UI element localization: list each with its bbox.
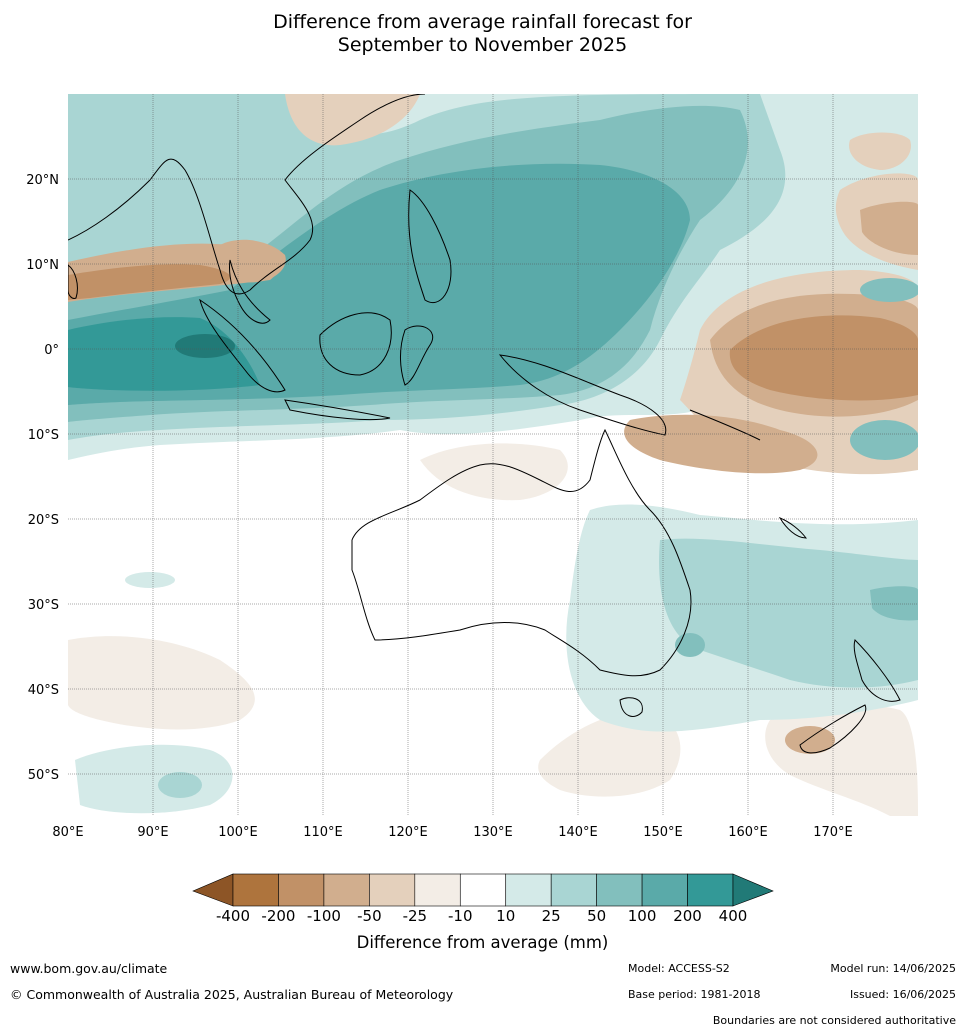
lon-label: 80°E bbox=[52, 825, 83, 840]
colorbar-extend-low bbox=[192, 873, 234, 907]
dry-region-coral-sea bbox=[624, 414, 818, 474]
sulawesi-outline bbox=[400, 325, 433, 386]
colorbar-cell bbox=[323, 873, 370, 907]
wet-region-east-pacific-spot bbox=[860, 278, 918, 302]
tasmania-outline bbox=[619, 697, 643, 717]
map-plot-area bbox=[68, 94, 918, 816]
colorbar-cell bbox=[459, 873, 507, 907]
lon-label: 150°E bbox=[643, 825, 683, 840]
model-name: Model: ACCESS-S2 bbox=[628, 962, 730, 975]
asia-mainland-outline bbox=[68, 94, 426, 295]
website-link[interactable]: www.bom.gov.au/climate bbox=[10, 961, 168, 976]
colorbar-cell bbox=[232, 873, 279, 907]
colorbar-cell bbox=[641, 873, 688, 907]
longitude-labels: 80°E 90°E 100°E 110°E 120°E 130°E 140°E … bbox=[52, 825, 852, 840]
wet-region-southern-ocean-west bbox=[75, 744, 233, 814]
colorbar-tick-label: -25 bbox=[402, 907, 428, 925]
dry-region-southern-ocean-west bbox=[68, 636, 255, 730]
lat-label: 20°S bbox=[28, 513, 59, 528]
lat-label: 50°S bbox=[28, 768, 59, 783]
lat-label: 10°N bbox=[26, 258, 59, 273]
sri-lanka-outline bbox=[68, 264, 78, 299]
dry-region-southern-ocean-mid bbox=[538, 710, 681, 797]
map-title-line1: Difference from average rainfall forecas… bbox=[273, 11, 692, 33]
colorbar-tick-label: 50 bbox=[587, 907, 607, 925]
lon-label: 140°E bbox=[558, 825, 598, 840]
colorbar-cells bbox=[232, 873, 734, 907]
lat-label: 10°S bbox=[28, 428, 59, 443]
base-period: Base period: 1981-2018 bbox=[628, 988, 761, 1001]
colorbar-cell bbox=[369, 873, 416, 907]
dry-region-northern-ocean-top bbox=[285, 94, 420, 146]
map-title-line2: September to November 2025 bbox=[337, 34, 628, 56]
colorbar bbox=[192, 873, 774, 907]
colorbar-cell bbox=[596, 873, 643, 907]
sumatra-outline bbox=[199, 298, 286, 393]
colorbar-tick-label: 400 bbox=[718, 907, 748, 925]
new-zealand-south-outline bbox=[799, 704, 867, 754]
philippines-outline bbox=[408, 189, 452, 303]
colorbar-tick-label: 10 bbox=[496, 907, 516, 925]
lon-label: 90°E bbox=[137, 825, 168, 840]
model-run-date: Model run: 14/06/2025 bbox=[830, 962, 956, 975]
colorbar-title: Difference from average (mm) bbox=[356, 933, 609, 952]
lon-label: 100°E bbox=[218, 825, 258, 840]
colorbar-cell bbox=[278, 873, 325, 907]
wet-region-east-pacific-south bbox=[850, 420, 918, 460]
colorbar-extend-high bbox=[732, 873, 774, 907]
lat-label: 0° bbox=[44, 343, 59, 358]
colorbar-tick-label: 100 bbox=[627, 907, 657, 925]
colorbar-cell bbox=[687, 873, 734, 907]
colorbar-cell bbox=[414, 873, 461, 907]
coastlines bbox=[68, 94, 901, 754]
lat-label: 40°S bbox=[28, 683, 59, 698]
latitude-labels: 20°N 10°N 0° 10°S 20°S 30°S 40°S 50°S bbox=[26, 173, 59, 783]
colorbar-tick-label: 25 bbox=[541, 907, 561, 925]
new-zealand-north-outline bbox=[853, 639, 901, 702]
dry-region-top-right bbox=[849, 132, 911, 170]
dry-region-east-pacific-north-core bbox=[860, 201, 918, 255]
boundaries-disclaimer: Boundaries are not considered authoritat… bbox=[712, 1014, 956, 1027]
lon-label: 160°E bbox=[728, 825, 768, 840]
java-outline bbox=[284, 399, 391, 421]
dry-region-north-indian-ocean-core bbox=[68, 264, 231, 300]
borneo-outline bbox=[319, 312, 392, 376]
lat-label: 30°S bbox=[28, 598, 59, 613]
lon-label: 130°E bbox=[473, 825, 513, 840]
colorbar-tick-label: -50 bbox=[357, 907, 382, 925]
colorbar-tick-label: -400 bbox=[215, 907, 251, 925]
australia-outline bbox=[351, 428, 692, 677]
colorbar-tick-label: 200 bbox=[673, 907, 702, 925]
wet-region-tasman-sea bbox=[659, 538, 918, 688]
wet-region-maxima bbox=[175, 334, 235, 358]
dry-region-northern-australia bbox=[420, 443, 568, 501]
dry-region-south-china-sea bbox=[218, 239, 286, 283]
colorbar-cell bbox=[505, 873, 552, 907]
colorbar-tick-label: -10 bbox=[448, 907, 473, 925]
wet-region-south-indian bbox=[125, 572, 175, 588]
lon-label: 170°E bbox=[813, 825, 853, 840]
lat-label: 20°N bbox=[26, 173, 59, 188]
copyright-text: © Commonwealth of Australia 2025, Austra… bbox=[10, 987, 454, 1002]
graticule bbox=[68, 94, 918, 816]
new-guinea-outline bbox=[498, 354, 667, 436]
solomon-islands-outline bbox=[689, 409, 761, 441]
colorbar-tick-label: -200 bbox=[261, 907, 296, 925]
lon-label: 110°E bbox=[303, 825, 343, 840]
lon-label: 120°E bbox=[388, 825, 428, 840]
new-caledonia-outline bbox=[778, 516, 808, 539]
colorbar-tick-label: -100 bbox=[306, 907, 341, 925]
issued-date: Issued: 16/06/2025 bbox=[849, 988, 956, 1001]
malay-peninsula-outline bbox=[229, 259, 271, 324]
wet-region-tasman-sea-core bbox=[870, 586, 918, 621]
colorbar-cell bbox=[550, 873, 597, 907]
wet-region-southern-ocean-west-core bbox=[158, 772, 202, 798]
dry-region-west-pacific-core bbox=[729, 315, 918, 401]
dry-region-new-zealand-south bbox=[785, 726, 835, 754]
